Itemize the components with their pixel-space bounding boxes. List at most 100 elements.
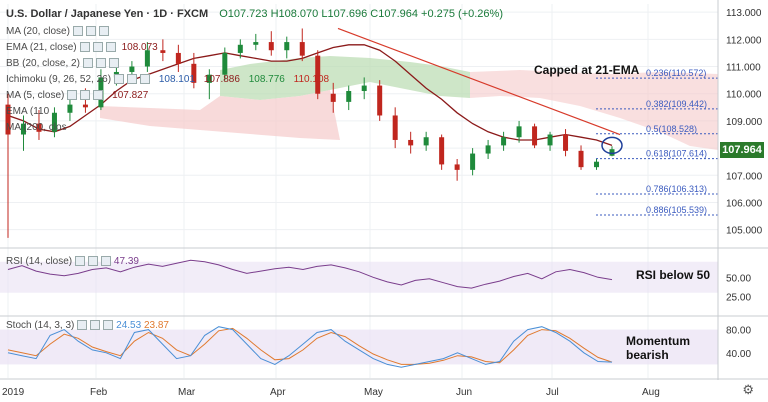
close-icon[interactable] [98,26,109,37]
fib-level-label: 0.236(110.572) [646,68,706,78]
x-tick-label: Apr [270,387,286,398]
ema21-line [7,44,613,147]
resistance-trendline [337,27,621,136]
close-icon[interactable] [108,58,119,69]
indicator-ema21[interactable]: EMA (21, close) 108.073 [6,42,158,54]
close-icon[interactable] [140,74,151,85]
rsi-tick-label: 50.00 [726,273,751,284]
indicator-ma20[interactable]: MA (20, close) [6,26,109,38]
candle-body [346,91,352,102]
rsi-line [7,259,613,289]
stoch-k-line [7,326,613,368]
x-tick-label: 2019 [2,387,25,398]
fib-level-label: 0.618(107.614) [646,149,707,159]
eye-icon[interactable] [77,320,88,331]
ichimoku-value-2: 107.886 [203,74,240,85]
rsi-legend[interactable]: RSI (14, close) 47.39 [6,256,139,268]
candle-body [454,164,460,170]
close-icon[interactable] [105,42,116,53]
indicator-value: 108.073 [121,42,158,53]
indicator-ma5[interactable]: MA (5, close) 107.827 [6,90,148,102]
symbol-title: U.S. Dollar / Japanese Yen · 1D · FXCM [6,8,209,20]
candle-body [222,52,228,75]
x-tick-label: Aug [642,387,660,398]
stoch-d-line [7,327,613,365]
candle-body [594,161,600,168]
y-tick-label: 105.000 [726,226,763,237]
gear-icon[interactable] [90,320,101,331]
indicator-ma200[interactable]: MA (200, clos [6,122,67,134]
gear-icon[interactable] [88,256,99,267]
gear-icon[interactable] [85,26,96,37]
eye-icon[interactable] [79,42,90,53]
candle-body [36,123,42,132]
stoch-legend[interactable]: Stoch (14, 3, 3) 24.53 23.87 [6,320,169,332]
eye-icon[interactable] [75,256,86,267]
close-icon[interactable] [101,256,112,267]
settings-gear-icon[interactable]: ⚙ [742,382,754,397]
gear-icon[interactable] [127,74,138,85]
trendline [337,27,621,136]
annotation-capped: Capped at 21-EMA [534,63,640,77]
candle-body [237,44,243,53]
annotation-rsi: RSI below 50 [636,268,711,282]
gear-icon[interactable] [92,42,103,53]
fibonacci-levels: 0.236(110.572) 0.382(109.442) 0.5(108.528)… [596,68,718,216]
cloud-bull [220,56,470,100]
eye-icon[interactable] [82,58,93,69]
candle-body [501,137,507,146]
chart-header: U.S. Dollar / Japanese Yen · 1D · FXCM O… [6,8,503,20]
candle-body [532,126,538,146]
ichimoku-value-4: 110.108 [293,74,330,85]
indicator-label: BB (20, close, 2) [6,58,80,69]
rsi-value: 47.39 [113,256,139,267]
candle-body [563,134,569,151]
x-tick-label: Jul [546,387,559,398]
y-tick-label: 112.000 [726,35,762,46]
indicator-label: Stoch (14, 3, 3) [6,320,75,331]
indicator-bb[interactable]: BB (20, close, 2) [6,58,119,70]
close-icon[interactable] [93,90,104,101]
stoch-k-value: 24.53 [116,320,142,331]
fib-level-label: 0.886(105.539) [646,205,707,215]
y-tick-label: 113.000 [726,8,762,19]
gear-icon[interactable] [95,58,106,69]
y-tick-label: 107.000 [726,171,763,182]
stoch-tick-label: 80.00 [726,326,751,337]
last-price-tag: 107.964 [720,142,764,158]
y-tick-label: 109.000 [726,117,763,128]
candle-body [299,42,305,56]
x-tick-label: May [364,387,383,398]
stoch-panel [0,326,718,368]
y-tick-label: 106.000 [726,198,763,209]
candle-body [315,55,321,94]
indicator-label: MA (200, clos [6,122,67,133]
eye-icon[interactable] [114,74,125,85]
fib-level-label: 0.5(108.528) [646,124,697,134]
indicator-ema110[interactable]: EMA (110 [6,106,49,118]
candle-body [144,50,150,67]
close-icon[interactable] [103,320,114,331]
candle-body [206,74,212,83]
indicator-label: MA (5, close) [6,90,65,101]
candle-body [423,137,429,146]
candle-body [609,149,615,156]
cloud-bear [100,90,340,140]
x-tick-label: Mar [178,387,196,398]
candle-body [20,123,26,135]
cloud-bear [470,70,718,150]
indicator-ichimoku[interactable]: Ichimoku (9, 26, 52, 26) 108.101 107.886… [6,74,329,86]
indicator-value: 107.827 [112,90,149,101]
x-tick-label: Jun [456,387,472,398]
candle-body [578,150,584,168]
candle-body [5,104,11,135]
stoch-d-value: 23.87 [143,320,169,331]
eye-icon[interactable] [67,90,78,101]
candle-body [253,42,259,45]
indicator-label: EMA (110 [6,106,50,117]
candle-body [51,112,57,132]
gear-icon[interactable] [80,90,91,101]
eye-icon[interactable] [72,26,83,37]
